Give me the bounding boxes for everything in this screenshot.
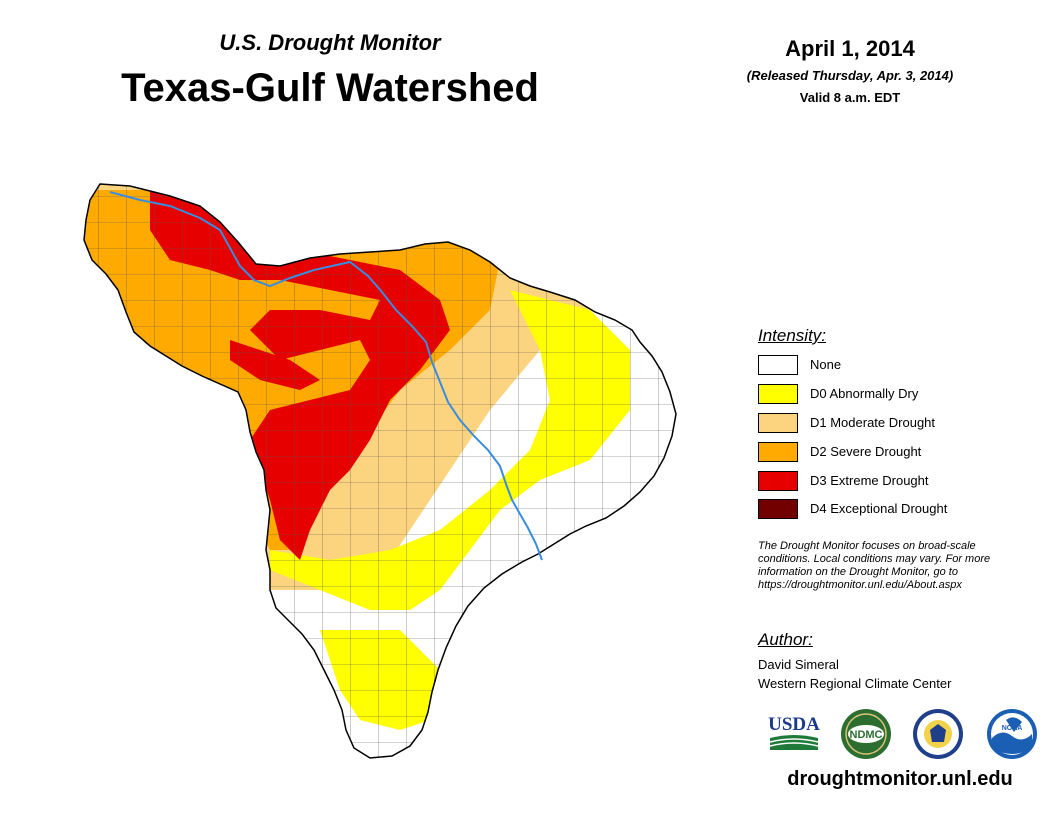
map-subtitle: U.S. Drought Monitor: [219, 30, 441, 55]
legend-label: D0 Abnormally Dry: [810, 386, 919, 401]
note-line: conditions. Local conditions may vary. F…: [758, 553, 991, 565]
legend-swatch-d4: [758, 499, 798, 519]
usda-logo: USDA: [768, 714, 820, 750]
author-name: David Simeral: [758, 657, 839, 672]
usda-logo-text: USDA: [768, 714, 820, 735]
noaa-logo-text: NOAA: [1002, 725, 1023, 732]
county-lines: [84, 184, 676, 758]
river: [109, 191, 543, 561]
release-date: (Released Thursday, Apr. 3, 2014): [746, 68, 954, 83]
legend-label: D4 Exceptional Drought: [810, 501, 948, 516]
legend-swatch-d1: [758, 413, 798, 433]
legend-swatch-d2: [758, 442, 798, 462]
map-date: April 1, 2014: [785, 36, 915, 61]
ndmc-logo: NDMC: [841, 709, 891, 759]
commerce-seal-logo: [913, 709, 963, 759]
map-title: Texas-Gulf Watershed: [121, 66, 539, 110]
legend-swatch-d3: [758, 471, 798, 491]
author-heading: Author:: [758, 630, 813, 649]
author-organization: Western Regional Climate Center: [758, 676, 952, 691]
legend-label: D2 Severe Drought: [810, 444, 922, 459]
legend-label: D3 Extreme Drought: [810, 473, 929, 488]
note-line: information on the Drought Monitor, go t…: [758, 566, 958, 578]
legend-swatch-none: [758, 355, 798, 375]
noaa-logo: NOAA: [987, 709, 1037, 759]
valid-time: Valid 8 a.m. EDT: [799, 90, 901, 105]
ndmc-logo-text: NDMC: [850, 729, 883, 741]
note-link[interactable]: https://droughtmonitor.unl.edu/About.asp…: [758, 579, 962, 591]
disclaimer-note: The Drought Monitor focuses on broad-sca…: [758, 540, 1048, 592]
website-link[interactable]: droughtmonitor.unl.edu: [787, 768, 1013, 790]
drought-areas: [84, 184, 676, 758]
legend-label: D1 Moderate Drought: [810, 415, 936, 430]
legend-swatch-d0: [758, 384, 798, 404]
legend-heading: Intensity:: [758, 326, 827, 345]
drought-map: [83, 183, 677, 759]
note-line: The Drought Monitor focuses on broad-sca…: [758, 540, 976, 552]
legend-label: None: [810, 357, 842, 372]
